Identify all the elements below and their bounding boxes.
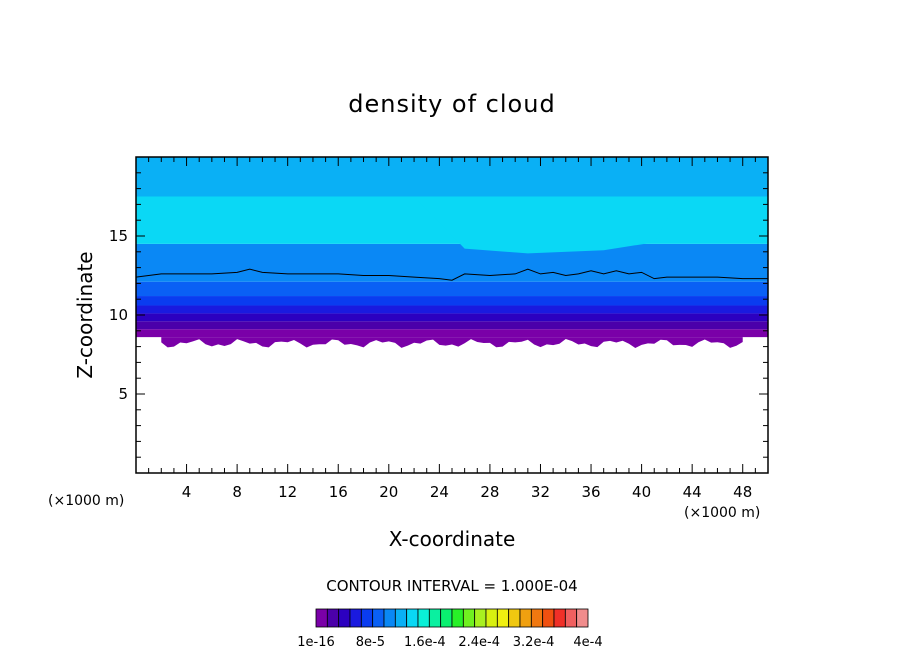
colorbar-label: 1.6e-4 bbox=[404, 635, 446, 650]
colorbar-swatch bbox=[553, 608, 566, 628]
x-axis-label: X-coordinate bbox=[389, 527, 516, 551]
x-tick-label: 36 bbox=[581, 483, 600, 501]
contour-band-2 bbox=[136, 313, 768, 322]
contour-interval-text: CONTOUR INTERVAL = 1.000E-04 bbox=[326, 577, 577, 595]
colorbar-swatch bbox=[519, 608, 532, 628]
colorbar-swatch bbox=[406, 608, 419, 628]
y-tick-label: 10 bbox=[109, 306, 128, 324]
colorbar-swatch bbox=[564, 608, 578, 628]
x-unit-label-right: (×1000 m) bbox=[684, 505, 760, 521]
x-tick-label: 28 bbox=[480, 483, 499, 501]
colorbar-swatch bbox=[417, 608, 430, 628]
colorbar-swatch bbox=[530, 608, 544, 628]
x-tick-label: 24 bbox=[430, 483, 449, 501]
colorbar-swatch bbox=[349, 608, 362, 628]
colorbar-label: 1e-16 bbox=[297, 635, 335, 650]
colorbar-swatch bbox=[485, 608, 498, 628]
contour-line bbox=[135, 268, 768, 281]
x-tick-label: 4 bbox=[182, 483, 192, 501]
colorbar-swatch bbox=[440, 608, 453, 628]
y-axis-label: Z-coordinate bbox=[73, 251, 97, 378]
x-tick-label: 8 bbox=[232, 483, 242, 501]
x-tick-label: 40 bbox=[632, 483, 651, 501]
colorbar-swatch bbox=[326, 608, 340, 628]
colorbar-swatch bbox=[496, 608, 510, 628]
x-tick-label: 48 bbox=[733, 483, 752, 501]
contour-band-5 bbox=[136, 281, 768, 297]
colorbar-swatch bbox=[474, 608, 487, 628]
colorbar bbox=[315, 608, 589, 628]
colorbar-label: 3.2e-4 bbox=[513, 635, 555, 650]
x-unit-label-left: (×1000 m) bbox=[48, 493, 124, 509]
colorbar-swatch bbox=[372, 608, 385, 628]
contour-band-3 bbox=[136, 305, 768, 314]
y-tick-label: 15 bbox=[109, 227, 128, 245]
contour-lobe bbox=[414, 196, 680, 254]
colorbar-swatch bbox=[428, 608, 442, 628]
contour-band-6 bbox=[136, 243, 768, 282]
colorbar-label: 4e-4 bbox=[573, 635, 602, 650]
colorbar-swatch bbox=[451, 608, 464, 628]
x-tick-label: 32 bbox=[531, 483, 550, 501]
cloud-base-fringe bbox=[161, 337, 743, 348]
contour-band-8 bbox=[136, 157, 768, 197]
x-tick-label: 20 bbox=[379, 483, 398, 501]
x-tick-label: 16 bbox=[329, 483, 348, 501]
colorbar-label: 8e-5 bbox=[356, 635, 385, 650]
y-axis-ticks: 5 10 15 bbox=[109, 172, 768, 458]
colorbar-swatch bbox=[394, 608, 408, 628]
colorbar-swatch bbox=[462, 608, 476, 628]
colorbar-labels: 1e-16 8e-5 1.6e-4 2.4e-4 3.2e-4 4e-4 bbox=[297, 635, 602, 650]
contour-band-0 bbox=[136, 329, 768, 338]
colorbar-swatch bbox=[576, 608, 589, 628]
colorbar-swatch bbox=[542, 608, 555, 628]
colorbar-swatch bbox=[315, 608, 328, 628]
chart-title: density of cloud bbox=[348, 90, 555, 118]
x-tick-label: 12 bbox=[278, 483, 297, 501]
y-tick-label: 5 bbox=[118, 385, 128, 403]
colorbar-swatch bbox=[508, 608, 521, 628]
colorbar-label: 2.4e-4 bbox=[458, 635, 500, 650]
colorbar-swatch bbox=[338, 608, 351, 628]
filled-contour-area bbox=[136, 157, 768, 338]
x-tick-label: 44 bbox=[683, 483, 702, 501]
colorbar-swatch bbox=[383, 608, 396, 628]
colorbar-swatch bbox=[360, 608, 374, 628]
contour-band-1 bbox=[136, 321, 768, 330]
contour-band-4 bbox=[136, 296, 768, 306]
x-axis-ticks: 4 8 12 16 20 24 28 32 36 40 44 48 bbox=[148, 157, 756, 501]
cloud-base-edge bbox=[161, 337, 743, 348]
